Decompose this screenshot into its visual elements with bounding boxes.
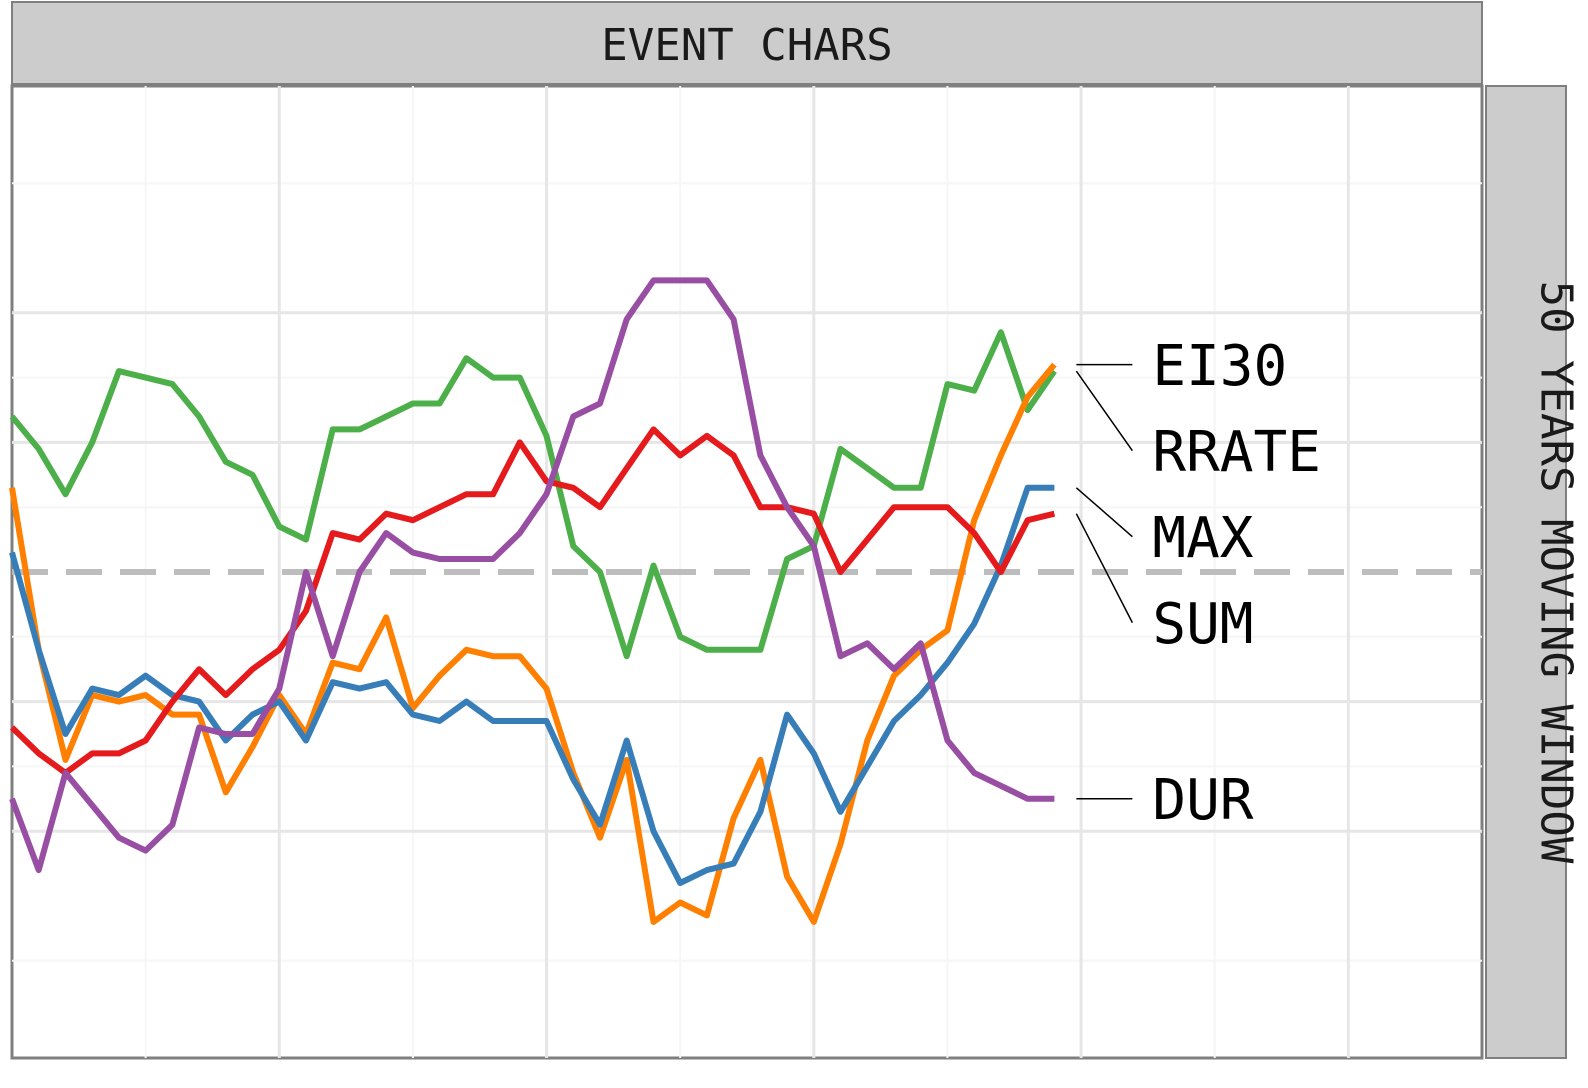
right-labels: EI30 RRATE MAX SUM DUR [1075, 334, 1321, 833]
series-line-dur [9, 277, 1055, 874]
label-connector-right-sum [1075, 513, 1134, 623]
series-line-ei30 [9, 362, 1057, 925]
series-lines [9, 277, 1057, 925]
label-right-sum: SUM [1152, 592, 1253, 657]
series-line-max [9, 484, 1055, 886]
series-line-sum [9, 426, 1056, 776]
label-right-max: MAX [1152, 506, 1253, 571]
label-connector-right-rrate [1075, 370, 1133, 452]
facet-strip-right [1485, 85, 1567, 1059]
label-right-rrate: RRATE [1152, 420, 1321, 485]
facet-strip-right-label: 50 YEARS MOVING WINDOW [1530, 281, 1581, 864]
label-right-dur: DUR [1152, 768, 1253, 833]
facet-strip-top-label: EVENT CHARS [601, 20, 892, 71]
label-connector-right-max [1075, 487, 1133, 538]
label-right-ei30: EI30 [1152, 334, 1287, 399]
series-line-rrate [9, 329, 1057, 660]
facet-strip-top [11, 1, 1483, 85]
